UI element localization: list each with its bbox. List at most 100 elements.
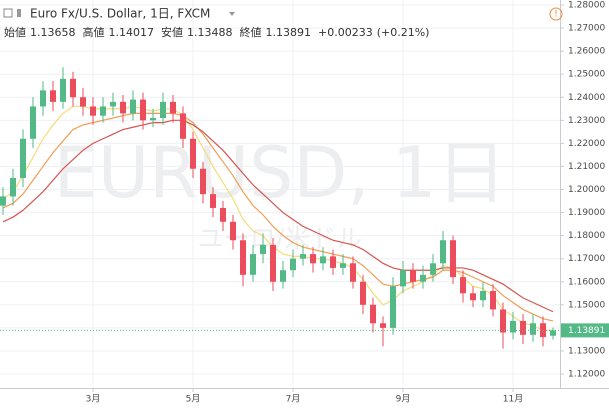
- candle-body: [0, 196, 6, 206]
- candle-body: [110, 101, 116, 107]
- candle-body: [200, 168, 206, 195]
- candle-body: [430, 263, 436, 275]
- header-value: 1.14017: [109, 26, 155, 39]
- candle-body: [10, 177, 16, 197]
- x-tick-label: 3月: [86, 394, 101, 405]
- candle-body: [120, 101, 126, 114]
- candle-body: [250, 254, 256, 275]
- candle-body: [550, 330, 556, 336]
- header-label: 終値: [240, 25, 262, 39]
- candle-body: [240, 240, 246, 275]
- candle-body: [290, 258, 296, 271]
- candle-body: [330, 256, 336, 268]
- header-label: 安値: [161, 25, 183, 39]
- y-tick-label: 1.26000: [568, 47, 605, 57]
- y-tick-label: 1.15000: [568, 300, 605, 310]
- alert-icon[interactable]: [549, 7, 563, 21]
- candle-body: [230, 221, 236, 241]
- candle-body: [180, 113, 186, 139]
- candle-body: [460, 277, 466, 294]
- watermark-sub: ユーロ/米ドル: [198, 225, 363, 255]
- ma-line: [2, 112, 554, 322]
- candle-body: [300, 254, 306, 259]
- candle-body: [280, 270, 286, 282]
- legend-header: Euro Fx/U.S. Dollar, 1日, FXCM ! 始値 1.1365…: [3, 7, 563, 39]
- x-tick-label: 5月: [186, 394, 201, 405]
- candle-body: [340, 263, 346, 268]
- marks-layer: 1.13891: [0, 67, 609, 349]
- candle-body: [50, 90, 56, 102]
- candle-body: [40, 90, 46, 107]
- candle-body: [100, 106, 106, 116]
- candle-body: [20, 138, 26, 178]
- icon[interactable]: [3, 8, 13, 18]
- candle-body: [140, 99, 146, 121]
- candle-body: [220, 207, 226, 222]
- candle-body: [520, 320, 526, 335]
- ma-line: [2, 119, 554, 313]
- y-tick-label: 1.23000: [568, 116, 605, 126]
- y-tick-label: 1.25000: [568, 70, 605, 80]
- candle-body: [450, 240, 456, 278]
- candle-body: [360, 281, 366, 305]
- candle-body: [150, 118, 156, 121]
- header-value: 1.13891: [266, 26, 312, 39]
- y-tick-label: 1.18000: [568, 231, 605, 241]
- candle-body: [60, 78, 66, 102]
- candle-body: [380, 323, 386, 328]
- candle-body: [370, 304, 376, 324]
- x-tick-label: 7月: [286, 394, 301, 405]
- y-tick-label: 1.16000: [568, 277, 605, 287]
- alert-glyph[interactable]: !: [554, 10, 558, 20]
- candle-body: [320, 256, 326, 264]
- header-value: 1.13658: [30, 26, 76, 39]
- candle-body: [410, 270, 416, 282]
- candle-body: [490, 290, 496, 310]
- y-tick-label: 1.17000: [568, 254, 605, 264]
- header-label: 高値: [83, 25, 105, 39]
- y-tick-label: 1.24000: [568, 93, 605, 103]
- y-tick-label: 1.28000: [568, 1, 605, 11]
- candle-body: [480, 290, 486, 301]
- header-value: 1.13488: [187, 26, 233, 39]
- x-tick-label: 9月: [396, 394, 411, 405]
- dropdown[interactable]: [229, 12, 235, 16]
- candle-body: [170, 101, 176, 114]
- header-value: (+0.21%): [377, 26, 430, 39]
- candle-body: [310, 254, 316, 264]
- candle-body: [70, 78, 76, 98]
- y-tick-label: 1.27000: [568, 24, 605, 34]
- price-tag: [561, 323, 609, 338]
- candle-body: [530, 323, 536, 335]
- candle-body: [210, 194, 216, 208]
- y-tick-label: 1.20000: [568, 185, 605, 195]
- y-tick-label: 1.12000: [568, 370, 605, 380]
- y-tick-label: 1.13000: [568, 346, 605, 356]
- watermark: EURUSD, 1日: [54, 132, 507, 214]
- symbol-title: Euro Fx/U.S. Dollar, 1日, FXCM: [30, 7, 210, 21]
- y-tick-label: 1.21000: [568, 162, 605, 172]
- candle-body: [270, 244, 276, 282]
- candle-body: [80, 97, 86, 107]
- x-tick-label: 11月: [503, 394, 523, 405]
- candle-body: [390, 286, 396, 328]
- candle-body: [30, 106, 36, 139]
- candle-body: [130, 99, 136, 114]
- icon[interactable]: [17, 9, 21, 17]
- candle-body: [440, 240, 446, 264]
- header-label: +0.00233: [318, 26, 373, 39]
- candle-body: [400, 270, 406, 287]
- price-tag-label: 1.13891: [568, 326, 605, 336]
- candle-body: [90, 106, 96, 116]
- candle-body: [160, 101, 166, 119]
- candle-body: [350, 263, 356, 282]
- header-label: 始値: [4, 25, 26, 39]
- candle-body: [260, 244, 266, 255]
- y-tick-label: 1.19000: [568, 208, 605, 218]
- candle-body: [470, 293, 476, 301]
- candle-body: [420, 274, 426, 282]
